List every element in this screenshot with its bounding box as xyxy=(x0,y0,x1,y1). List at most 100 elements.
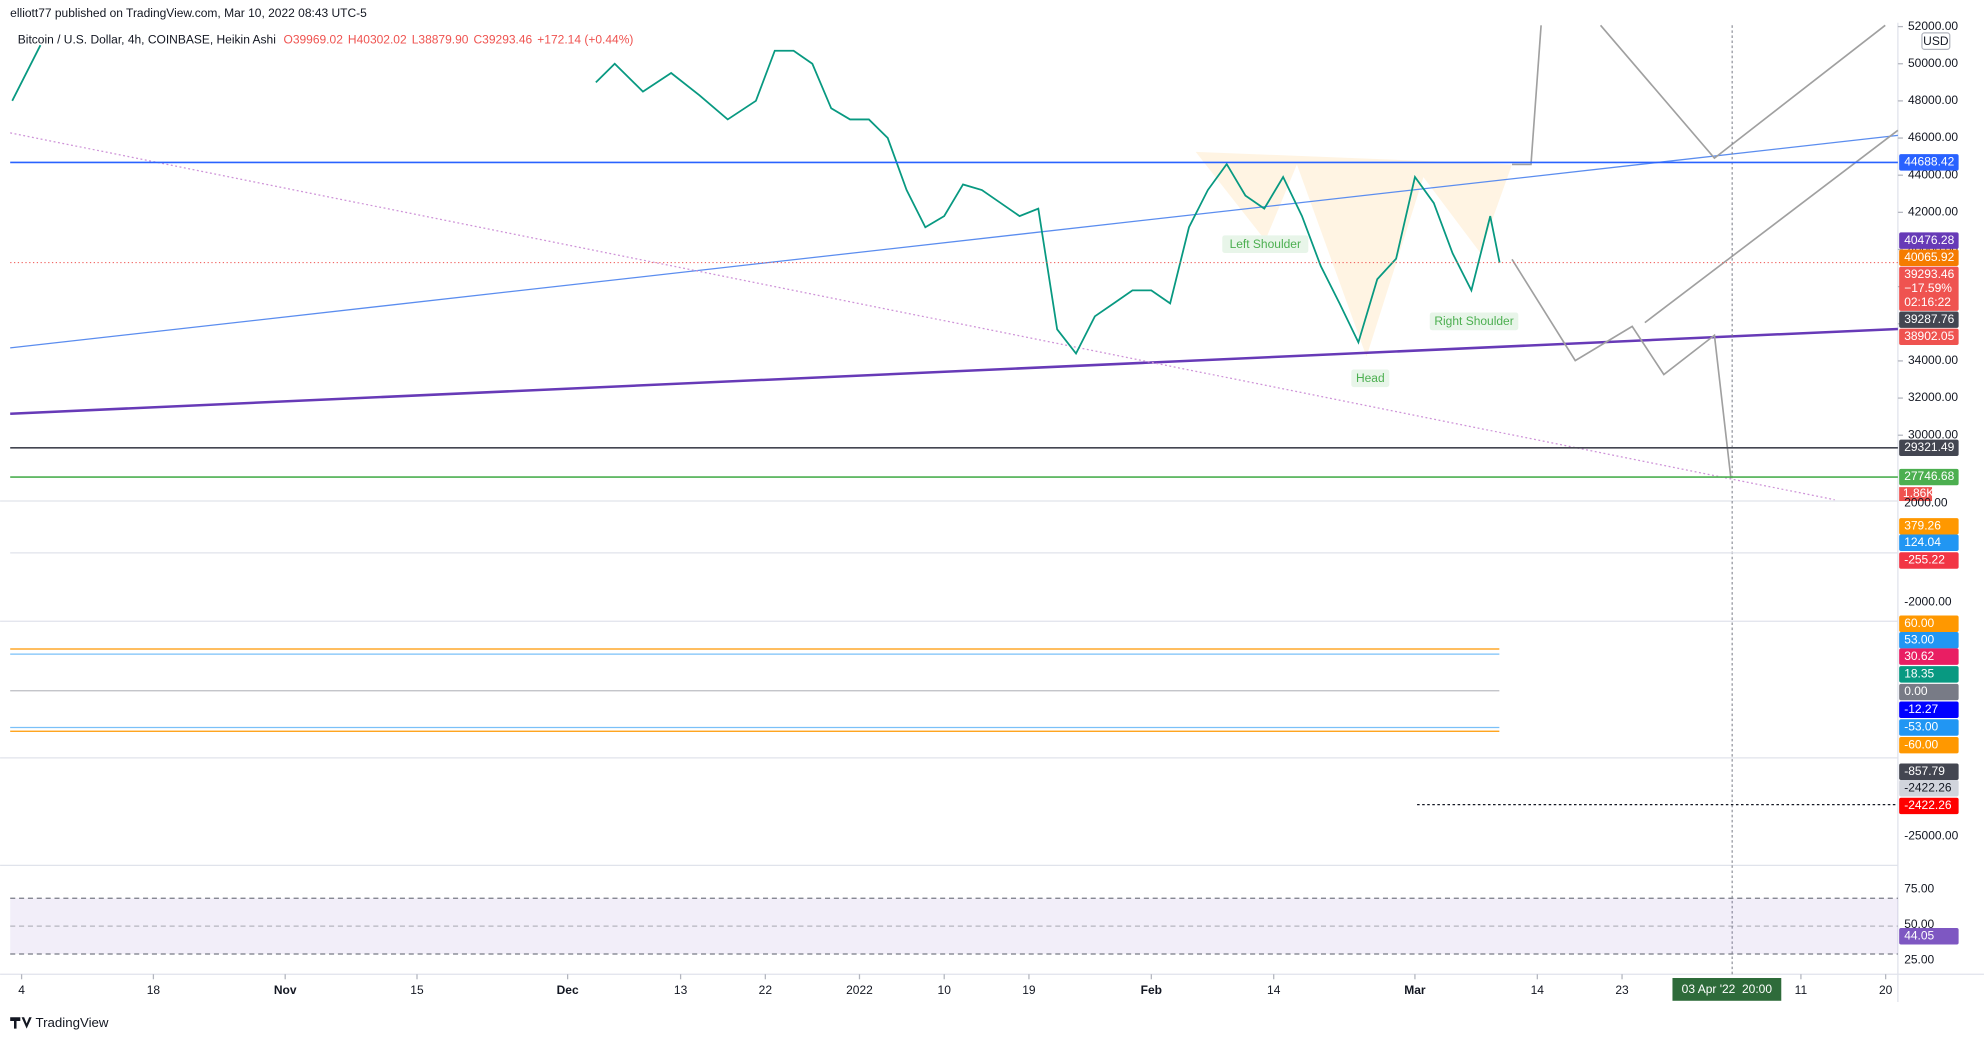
annotation: Head xyxy=(1356,371,1385,385)
indicator-label: -2422.26 xyxy=(1904,798,1952,812)
x-tick-label: 20 xyxy=(1879,983,1893,997)
volume-label-box xyxy=(1899,487,1933,502)
y-tick-label: 50000.00 xyxy=(1908,56,1958,70)
price-label-box xyxy=(1899,311,1959,328)
price-label: 44688.42 xyxy=(1904,155,1954,169)
y-tick-label: 42000.00 xyxy=(1908,205,1958,219)
ohlc-value: C39293.46 xyxy=(474,33,533,47)
price-label: 38902.05 xyxy=(1904,329,1954,343)
crosshair-box xyxy=(1672,978,1782,1001)
price-label: 39287.76 xyxy=(1904,312,1954,326)
indicator-label-box xyxy=(1899,780,1959,797)
indicator-label-box xyxy=(1899,928,1959,945)
indicator-label: -2000.00 xyxy=(1904,594,1952,608)
indicator-label-box xyxy=(1899,631,1959,649)
x-tick-label: 18 xyxy=(147,983,161,997)
x-tick-label: 22 xyxy=(759,983,773,997)
currency-box xyxy=(1921,32,1951,50)
x-tick-label: 14 xyxy=(1531,983,1545,997)
price-label-box xyxy=(1899,154,1959,171)
y-tick-label: 34000.00 xyxy=(1908,353,1958,367)
indicator-label-box xyxy=(1899,701,1959,719)
currency: USD xyxy=(1923,34,1949,48)
indicator-label: -2422.26 xyxy=(1904,780,1952,794)
indicator-label: 0.00 xyxy=(1904,684,1928,698)
indicator-label: -60.00 xyxy=(1904,737,1938,751)
indicator-label: -255.22 xyxy=(1904,553,1945,567)
price-label-countdown: 02:16:22 xyxy=(1904,295,1951,309)
y-tick-label: 48000.00 xyxy=(1908,93,1958,107)
price-label-box xyxy=(1899,266,1959,311)
x-tick-label: 23 xyxy=(1615,983,1629,997)
indicator-label-box xyxy=(1899,719,1959,736)
annotation-box xyxy=(1429,312,1519,331)
indicator-label-box xyxy=(1899,797,1959,815)
x-tick-label: 11 xyxy=(1795,983,1808,997)
indicator-label: -25000.00 xyxy=(1904,828,1958,842)
indicator-label: 25.00 xyxy=(1904,952,1934,966)
indicator-label: -53.00 xyxy=(1904,720,1938,734)
x-tick-label: 19 xyxy=(1022,983,1036,997)
indicator-label-box xyxy=(1899,683,1959,701)
x-tick-label: Feb xyxy=(1141,983,1162,997)
price-label: 40476.28 xyxy=(1904,233,1954,247)
y-tick-label: 46000.00 xyxy=(1908,130,1958,144)
ohlc-value: L38879.90 xyxy=(412,33,469,47)
indicator-label: 44.05 xyxy=(1904,928,1934,942)
brand: TradingView xyxy=(36,1015,109,1030)
price-label: 27746.68 xyxy=(1904,469,1954,483)
drawings xyxy=(10,24,1899,975)
indicator-label: 50.00 xyxy=(1904,917,1934,931)
price-label-change: −17.59% xyxy=(1904,281,1952,295)
symbol-legend: Bitcoin / U.S. Dollar, 4h, COINBASE, Hei… xyxy=(18,33,634,47)
legend-text: Bitcoin / U.S. Dollar, 4h, COINBASE, Hei… xyxy=(18,33,276,47)
ohlc-value: +172.14 (+0.44%) xyxy=(537,33,633,47)
y-tick-label: 52000.00 xyxy=(1908,19,1958,33)
indicator-label: 53.00 xyxy=(1904,632,1934,646)
indicator-label-box xyxy=(1899,736,1959,754)
ohlc-value: H40302.02 xyxy=(348,33,407,47)
indicator-label-box xyxy=(1899,518,1959,535)
indicator-label-box xyxy=(1899,666,1959,683)
indicator-label: 75.00 xyxy=(1904,882,1934,896)
x-tick-label: 13 xyxy=(674,983,688,997)
indicator-label: 30.62 xyxy=(1904,649,1934,663)
indicator-label-box xyxy=(1899,648,1959,665)
y-tick-label: 44000.00 xyxy=(1908,167,1958,181)
indicator-label-box xyxy=(1899,763,1959,780)
x-tick-label: 4 xyxy=(18,983,25,997)
price-label-box xyxy=(1899,439,1959,457)
indicator-label: 379.26 xyxy=(1904,518,1941,532)
y-tick-label: 30000.00 xyxy=(1908,427,1958,441)
annotation-box xyxy=(1351,369,1390,388)
crosshair-label: 03 Apr '22 20:00 xyxy=(1682,982,1773,996)
x-tick-label: 10 xyxy=(938,983,952,997)
annotation: Left Shoulder xyxy=(1230,237,1301,251)
volume-label: 1.86K xyxy=(1903,486,1934,500)
indicator-label: 18.35 xyxy=(1904,667,1934,681)
indicator-label: 60.00 xyxy=(1904,616,1934,630)
publisher: elliott77 published on TradingView.com, … xyxy=(10,6,367,20)
logo xyxy=(10,1017,32,1029)
indicator-label: -857.79 xyxy=(1904,764,1945,778)
price-label-box xyxy=(1899,232,1959,249)
price-label-box xyxy=(1899,468,1959,486)
indicator-label-box xyxy=(1899,552,1959,569)
x-tick-label: Nov xyxy=(274,983,297,997)
indicator-label: 2000.00 xyxy=(1904,496,1948,510)
price-label: 39293.46 xyxy=(1904,267,1954,281)
price-label: 29321.49 xyxy=(1904,440,1954,454)
annotation-box xyxy=(1222,235,1309,254)
x-tick-label: Mar xyxy=(1404,983,1426,997)
x-tick-label: Dec xyxy=(557,983,579,997)
x-tick-label: 14 xyxy=(1267,983,1281,997)
indicator-label: 124.04 xyxy=(1904,535,1941,549)
price-label-box xyxy=(1899,328,1959,346)
ohlc-value: O39969.02 xyxy=(283,33,343,47)
annotation: Right Shoulder xyxy=(1434,314,1513,328)
price-label: 40065.92 xyxy=(1904,250,1954,264)
indicator-label-box xyxy=(1899,615,1959,632)
y-tick-label: 32000.00 xyxy=(1908,390,1958,404)
